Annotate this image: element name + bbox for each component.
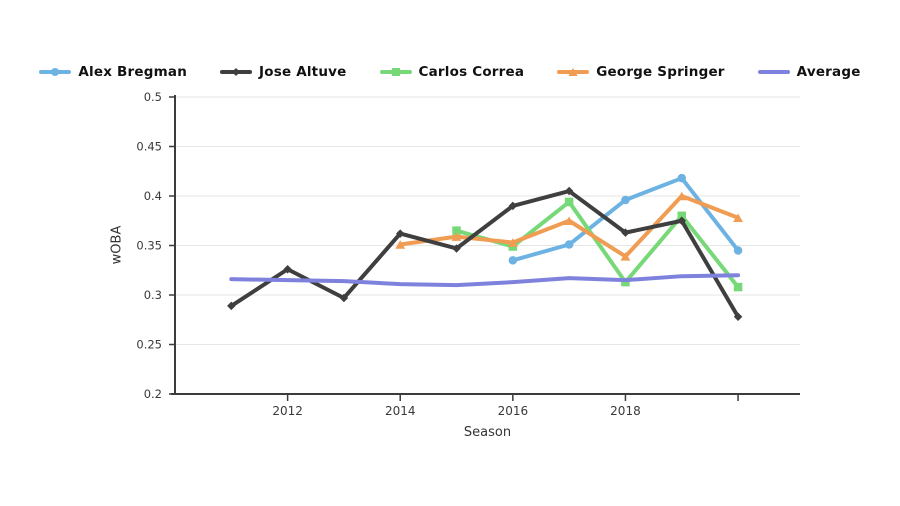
x-tick-label: 2014 [385,404,416,418]
legend-item-carlos-correa[interactable]: Carlos Correa [379,64,525,80]
series-marker-jose-altuve [339,293,349,303]
legend-item-george-springer[interactable]: George Springer [557,64,724,80]
y-tick-label: 0.25 [136,338,162,352]
legend-swatch-average [757,70,790,74]
legend-swatch-carlos-correa [379,68,412,76]
series-marker-george-springer [620,252,631,261]
legend-label: Jose Altuve [259,64,347,80]
y-tick-label: 0.5 [144,90,162,104]
series-marker-george-springer [507,238,518,247]
series-lines [227,173,743,322]
series-line-jose-altuve [229,189,741,319]
series-marker-carlos-correa [677,211,687,221]
x-tick-label: 2018 [610,404,641,418]
x-tick-label: 2012 [272,404,303,418]
series-marker-jose-altuve [227,301,236,311]
x-tick-label: 2016 [498,404,529,418]
y-tick-label: 0.4 [144,189,162,203]
series-marker-alex-bregman [564,240,574,249]
legend-label: Average [796,64,861,80]
series-marker-george-springer [451,232,462,241]
legend-swatch-george-springer [557,68,590,76]
legend-swatch-jose-altuve [220,68,253,76]
series-marker-jose-altuve [508,201,518,211]
series-marker-carlos-correa [733,282,743,292]
x-axis-title: Season [463,425,512,440]
series-line-carlos-correa [454,199,741,290]
series-marker-carlos-correa [452,226,461,235]
series-marker-george-springer [564,216,575,225]
series-marker-jose-altuve [733,312,743,322]
series-marker-jose-altuve [283,265,292,274]
y-tick-label: 0.2 [144,387,162,401]
gridlines [175,96,800,345]
legend-item-average[interactable]: Average [757,64,861,80]
series-marker-jose-altuve [677,216,687,225]
legend-label: Carlos Correa [418,64,525,80]
legend-marker [391,68,400,76]
legend-item-alex-bregman[interactable]: Alex Bregman [39,64,187,80]
tick-labels: 0.2 0.25 0.3 0.35 0.4 0.45 0.5 2012 2014 2016 2018 [136,90,640,418]
legend-label: Alex Bregman [78,64,188,80]
legend-marker [51,68,60,76]
series-marker-jose-altuve [621,228,630,237]
series-marker-george-springer [676,191,687,201]
series-marker-alex-bregman [677,173,687,183]
y-tick-label: 0.3 [144,288,162,302]
series-marker-alex-bregman [733,246,743,255]
series-marker-carlos-correa [564,197,574,207]
series-marker-george-springer [395,240,406,249]
series-line-average [229,273,741,288]
y-tick-label: 0.35 [136,239,162,253]
legend-label: George Springer [596,64,725,80]
legend-item-jose-altuve[interactable]: Jose Altuve [220,64,347,80]
series-marker-alex-bregman [621,195,630,205]
series-marker-alex-bregman [508,256,518,265]
y-axis-title: wOBA [109,225,125,265]
series-marker-jose-altuve [452,244,461,253]
series-marker-jose-altuve [395,229,405,238]
legend-swatch-alex-bregman [39,68,72,76]
y-tick-label: 0.45 [136,140,162,154]
legend-marker [232,68,241,76]
legend-marker [568,68,578,76]
axes [169,95,800,401]
chart-legend: Alex Bregman Jose Altuve Carlos Correa Geor… [0,62,900,82]
series-marker-george-springer [733,213,743,223]
series-marker-jose-altuve [564,186,574,196]
